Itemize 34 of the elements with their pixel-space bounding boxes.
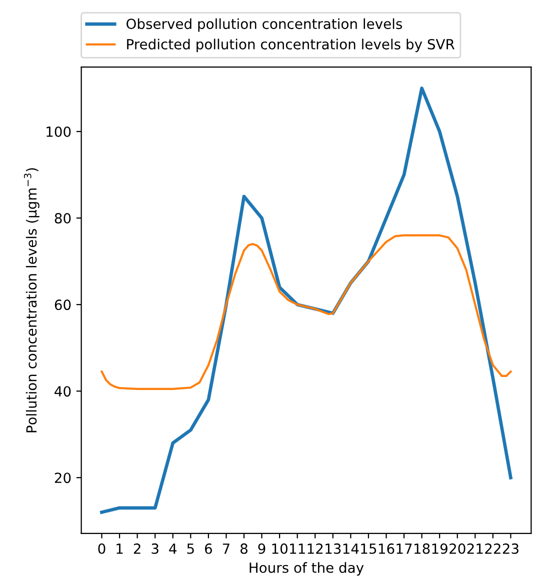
x-tick-label: 19 [432,543,448,554]
x-tick-label: 13 [326,543,341,554]
x-tick-label: 23 [502,543,518,554]
x-tick-label: 20 [450,543,466,554]
y-tick-label: 80 [54,213,71,224]
x-tick-label: 4 [169,544,177,554]
x-tick-label: 6 [204,543,212,554]
legend-label: Observed pollution concentration levels [126,18,402,32]
y-tick-label: 60 [54,300,71,310]
x-tick-label: 1 [116,544,123,554]
y-tick-label: 100 [46,126,71,137]
x-tick-label: 14 [343,544,359,554]
y-axis-title: Pollution concentration levels (μgm$^{−3}$) [24,168,40,432]
x-tick-label: 9 [258,543,266,554]
x-tick-label: 3 [152,543,158,554]
x-tick-label: 0 [98,543,106,554]
x-tick-label: 21 [467,543,483,554]
x-tick-label: 15 [361,544,376,554]
x-tick-label: 16 [378,543,394,554]
x-tick-label: 8 [240,543,248,554]
x-tick-label: 7 [222,544,230,554]
x-tick-label: 11 [290,544,305,554]
x-tick-label: 10 [272,543,288,554]
x-tick-label: 12 [308,543,323,554]
x-tick-label: 2 [134,543,140,554]
x-tick-label: 18 [414,543,430,554]
x-tick-label: 17 [396,544,412,554]
y-tick-label: 40 [54,386,71,397]
y-tick-label: 20 [54,472,71,484]
legend-label: Predicted pollution concentration levels by SVR [127,38,455,52]
x-tick-label: 22 [485,543,500,554]
line-series [100,234,512,390]
x-axis-title: Hours of the day [250,562,364,576]
x-tick-label: 5 [187,544,194,554]
